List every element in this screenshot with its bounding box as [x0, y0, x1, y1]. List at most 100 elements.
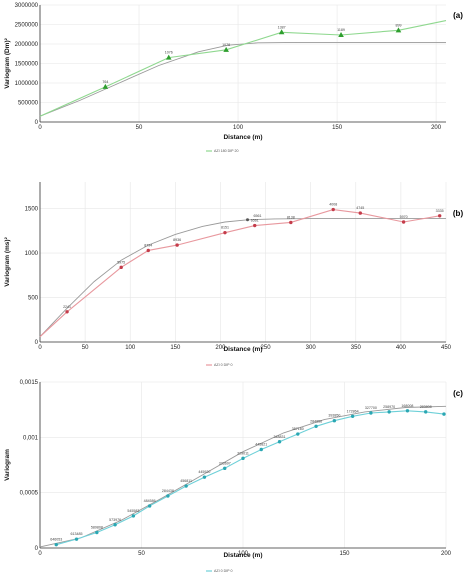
pair-count-label: 3335	[436, 209, 444, 213]
x-tick-label: 100	[238, 551, 249, 557]
pair-count-label: 284438	[162, 489, 174, 493]
experimental-point	[102, 83, 109, 89]
model-variogram-line	[39, 41, 446, 117]
y-tick-label: 1500	[25, 207, 39, 213]
experimental-point	[442, 412, 446, 416]
model-variogram-line	[39, 405, 447, 548]
x-tick-label: 0	[38, 551, 42, 557]
y-axis-label: Variogram	[4, 449, 11, 481]
pair-count-label: 258970	[383, 405, 395, 409]
model-point	[246, 218, 250, 222]
pair-count-label: 8936	[173, 238, 181, 242]
experimental-point	[253, 223, 257, 228]
pair-count-label: 172864	[347, 409, 359, 413]
panel-label: (c)	[453, 389, 463, 398]
experimental-point	[131, 514, 136, 518]
experimental-point	[146, 248, 150, 253]
pair-count-label: 6561	[251, 219, 259, 223]
pair-count-label: 1189	[337, 28, 345, 32]
x-tick-label: 450	[441, 345, 452, 351]
x-tick-label: 400	[396, 345, 407, 351]
pair-count-label: 589808	[91, 526, 103, 530]
experimental-variogram-line	[56, 410, 445, 546]
pair-count-label: 8138	[287, 215, 295, 219]
experimental-point	[54, 542, 58, 547]
legend-label: AZI 0 DIP 0	[214, 363, 233, 367]
pair-count-label: 764	[102, 80, 108, 84]
pair-count-label: 445821	[255, 443, 267, 447]
experimental-point	[202, 475, 207, 479]
pair-count-label: 4008	[329, 203, 337, 207]
experimental-point	[277, 440, 282, 444]
y-tick-label: 1000	[25, 251, 39, 257]
experimental-point	[278, 29, 285, 35]
experimental-point	[223, 230, 227, 235]
x-tick-label: 250	[261, 345, 272, 351]
experimental-point	[424, 410, 428, 414]
experimental-point	[338, 32, 344, 38]
y-tick-label: 2500000	[15, 23, 39, 29]
pair-count-label: 357160	[292, 427, 304, 431]
pair-count-label: 284856	[310, 419, 322, 423]
panel-label: (b)	[453, 209, 464, 218]
pair-count-label: 1076	[165, 51, 173, 55]
pair-count-label: 8151	[221, 226, 229, 230]
pair-count-label: 168008	[401, 404, 413, 408]
y-tick-label: 0	[35, 340, 39, 346]
y-axis-label: Variogram (ms)²	[4, 236, 11, 286]
experimental-point	[165, 54, 172, 60]
x-tick-label: 150	[339, 551, 350, 557]
model-variogram-line	[39, 217, 446, 338]
experimental-point	[147, 504, 152, 508]
experimental-point	[395, 27, 402, 33]
y-tick-label: 0	[35, 120, 39, 126]
pair-count-label: 484586	[144, 499, 156, 503]
model-label: 6561	[254, 214, 262, 218]
pair-count-label: 1387	[278, 25, 286, 29]
pair-count-label: 348831	[274, 435, 286, 439]
pair-count-label: 333697	[219, 461, 231, 465]
x-tick-label: 0	[38, 345, 42, 351]
pair-count-label: 573976	[109, 518, 121, 522]
pair-count-label: 393850	[328, 414, 340, 418]
experimental-point	[74, 537, 79, 541]
pair-count-label: 5975	[117, 260, 125, 264]
experimental-point	[95, 530, 99, 535]
experimental-point	[350, 414, 355, 419]
experimental-point	[369, 411, 373, 415]
experimental-point	[175, 243, 179, 247]
experimental-point	[331, 207, 335, 212]
y-tick-label: 0	[35, 546, 39, 552]
x-tick-label: 150	[332, 125, 343, 131]
x-tick-label: 50	[82, 345, 89, 351]
experimental-point	[296, 432, 300, 436]
pair-count-label: 1078	[222, 43, 230, 47]
y-tick-label: 3000000	[15, 3, 39, 9]
experimental-point	[259, 447, 263, 452]
panel-b-chart: 0 50 100 150 200 250 300 350 400 450 0 500 1000 1500 2…	[4, 182, 463, 367]
y-tick-label: 0,001	[23, 435, 39, 441]
experimental-point	[358, 211, 362, 215]
y-tick-label: 2000000	[15, 42, 39, 48]
experimental-point	[332, 419, 337, 423]
x-tick-label: 0	[38, 125, 42, 131]
pair-count-label: 445920	[198, 470, 210, 474]
experimental-point	[405, 409, 410, 413]
panel-a-chart: 0 50 100 150 200 0 500000 1000000 1500000 2000000…	[4, 3, 463, 153]
pair-count-label: 2241	[63, 305, 71, 309]
legend-label: AZI 180 DIP 20	[214, 149, 239, 153]
x-tick-label: 100	[233, 125, 244, 131]
pair-count-label: 545583	[127, 509, 139, 513]
panel-c-chart: 0 50 100 150 200 0 0,0005 0,001 0,0015 646053 6134…	[4, 380, 463, 573]
pair-count-label: 283808	[420, 405, 432, 409]
legend-label: AZI 0 DIP 0	[214, 569, 233, 573]
x-tick-label: 150	[170, 345, 181, 351]
experimental-variogram-line	[39, 20, 447, 117]
pair-count-label: 613485	[71, 532, 83, 536]
experimental-point	[314, 424, 318, 428]
x-tick-label: 200	[441, 551, 452, 557]
pair-count-label: 327700	[365, 406, 377, 410]
experimental-point	[437, 214, 442, 218]
experimental-point	[223, 466, 227, 471]
